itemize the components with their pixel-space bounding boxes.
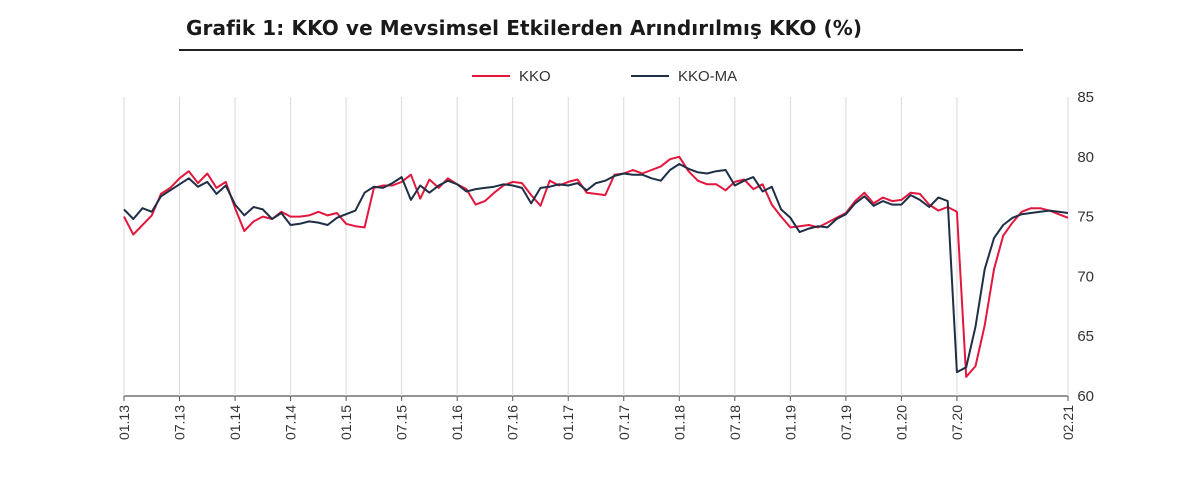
x-tick-label: 07.17: [616, 405, 632, 440]
x-tick-label: 01.18: [671, 405, 687, 440]
y-axis-ticks: 85 80 75 70 65 60: [1077, 89, 1094, 405]
y-tick-label: 65: [1077, 328, 1094, 345]
y-tick-label: 70: [1077, 268, 1094, 285]
series-line-0: [123, 155, 1069, 378]
x-tick-label: 07.16: [505, 405, 521, 440]
series-line-1: [123, 163, 1069, 374]
y-tick-label: 80: [1077, 149, 1094, 166]
x-tick-label: 01.16: [449, 405, 465, 440]
x-tick-label: 01.13: [116, 405, 132, 440]
y-tick-label: 85: [1077, 89, 1094, 106]
chart-legend: KKO KKO-MA: [472, 68, 737, 85]
x-axis-ticks: 01.13 07.13 01.14 07.14 01.15 07.15 01.16 07.16…: [116, 405, 1076, 440]
x-tick-label: 07.14: [283, 405, 299, 440]
x-tick-label: 07.19: [838, 405, 854, 440]
grid-lines: [123, 97, 1069, 401]
legend-label: KKO-MA: [678, 68, 737, 85]
x-tick-label: 01.17: [560, 405, 576, 440]
x-tick-label: 07.13: [172, 405, 188, 440]
series-lines: [123, 155, 1069, 378]
x-tick-label: 07.15: [394, 405, 410, 440]
x-tick-label: 07.18: [727, 405, 743, 440]
legend-label: KKO: [519, 68, 551, 85]
x-tick-label: 07.20: [949, 405, 965, 440]
x-tick-label: 02.21: [1060, 405, 1076, 440]
x-tick-label: 01.14: [227, 405, 243, 440]
title-underline: [179, 49, 1023, 51]
x-tick-label: 01.15: [338, 405, 354, 440]
chart-title: Grafik 1: KKO ve Mevsimsel Etkilerden Ar…: [186, 16, 863, 40]
y-tick-label: 60: [1077, 388, 1094, 405]
y-tick-label: 75: [1077, 209, 1094, 226]
x-tick-label: 01.19: [782, 405, 798, 440]
x-tick-label: 01.20: [893, 405, 909, 440]
